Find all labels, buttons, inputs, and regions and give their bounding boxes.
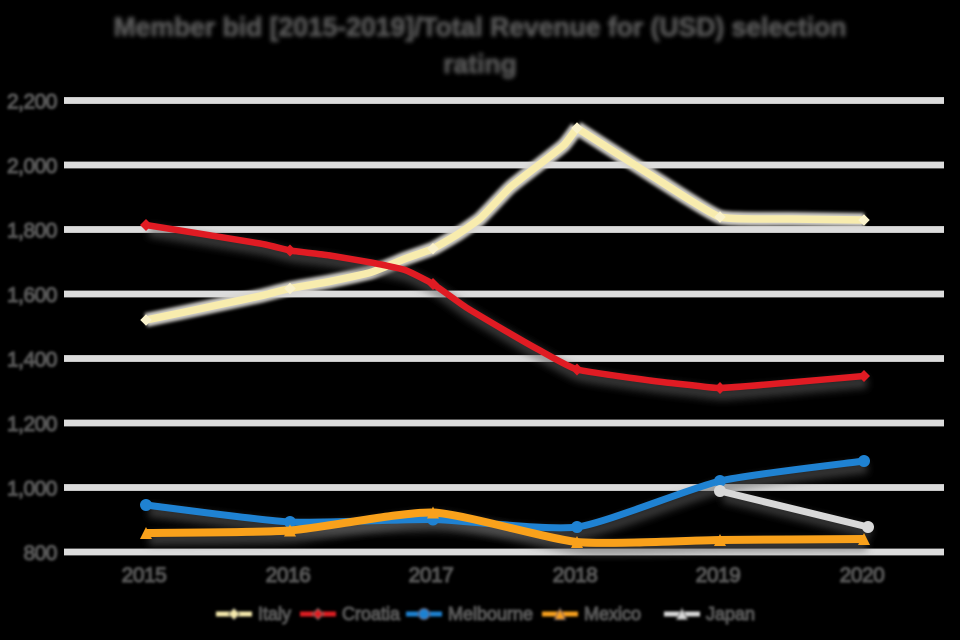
svg-text:800: 800 <box>23 542 57 565</box>
svg-text:rating: rating <box>443 49 517 79</box>
svg-text:1,000: 1,000 <box>7 478 57 501</box>
svg-text:2019: 2019 <box>696 564 741 587</box>
svg-text:2,200: 2,200 <box>7 91 57 114</box>
svg-text:Japan: Japan <box>706 604 755 624</box>
svg-text:2018: 2018 <box>553 564 598 587</box>
svg-text:Mexico: Mexico <box>584 604 641 624</box>
svg-text:1,400: 1,400 <box>7 349 57 372</box>
svg-text:Member bid [2015-2019]/Total R: Member bid [2015-2019]/Total Revenue for… <box>114 12 847 42</box>
svg-text:2020: 2020 <box>840 564 885 587</box>
svg-text:2016: 2016 <box>266 564 311 587</box>
svg-text:2015: 2015 <box>122 564 167 587</box>
svg-text:2,000: 2,000 <box>7 155 57 178</box>
svg-text:Italy: Italy <box>258 604 291 624</box>
svg-text:2017: 2017 <box>409 564 454 587</box>
svg-text:Croatia: Croatia <box>342 604 401 624</box>
svg-text:1,200: 1,200 <box>7 413 57 436</box>
svg-text:Melbourne: Melbourne <box>448 604 533 624</box>
svg-text:1,600: 1,600 <box>7 284 57 307</box>
svg-text:1,800: 1,800 <box>7 220 57 243</box>
